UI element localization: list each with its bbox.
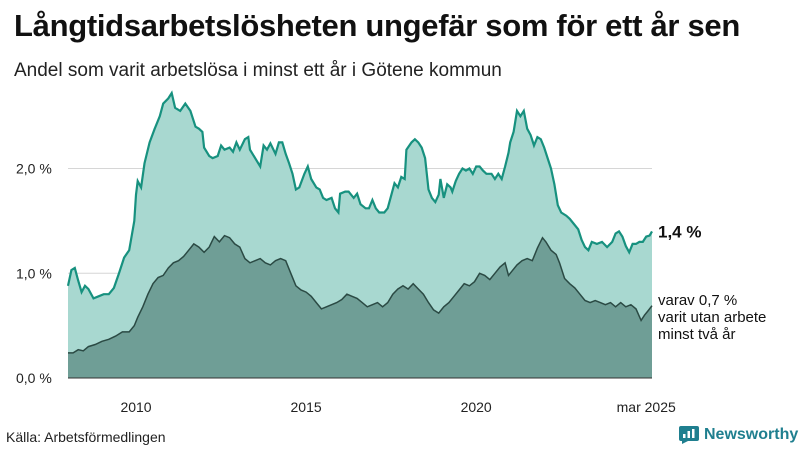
x-tick-label: 2015	[291, 399, 322, 415]
y-axis-ticks: 0,0 % 1,0 % 2,0 %	[16, 161, 52, 386]
x-tick-label: 2020	[461, 399, 492, 415]
series-line-minst-ett-ar	[66, 90, 653, 300]
y-tick-label: 0,0 %	[16, 370, 52, 386]
end-label-upper: 1,4 %	[658, 222, 701, 241]
source-note: Källa: Arbetsförmedlingen	[6, 429, 166, 445]
series-line-minst-tva-ar	[68, 234, 653, 354]
x-tick-label: 2010	[120, 399, 151, 415]
x-axis-ticks: 2010 2015 2020 mar 2025	[120, 399, 676, 415]
y-tick-label: 1,0 %	[16, 265, 52, 281]
end-label-lower-line-3: minst två år	[658, 326, 736, 343]
x-tick-label: mar 2025	[617, 399, 676, 415]
brand-logo: Newsworthy	[679, 426, 798, 444]
chart-subtitle: Andel som varit arbetslösa i minst ett å…	[14, 60, 502, 81]
end-label-lower: varav 0,7 % varit utan arbete minst två …	[658, 292, 771, 343]
series-area-minst-tva-ar	[68, 235, 652, 378]
chart-title: Långtidsarbetslösheten ungefär som för e…	[14, 8, 741, 43]
brand-name: Newsworthy	[704, 426, 799, 443]
newsworthy-icon	[679, 426, 699, 444]
end-label-lower-line-2: varit utan arbete	[658, 309, 766, 326]
y-tick-label: 2,0 %	[16, 161, 52, 177]
end-label-lower-line-1: varav 0,7 %	[658, 292, 737, 309]
